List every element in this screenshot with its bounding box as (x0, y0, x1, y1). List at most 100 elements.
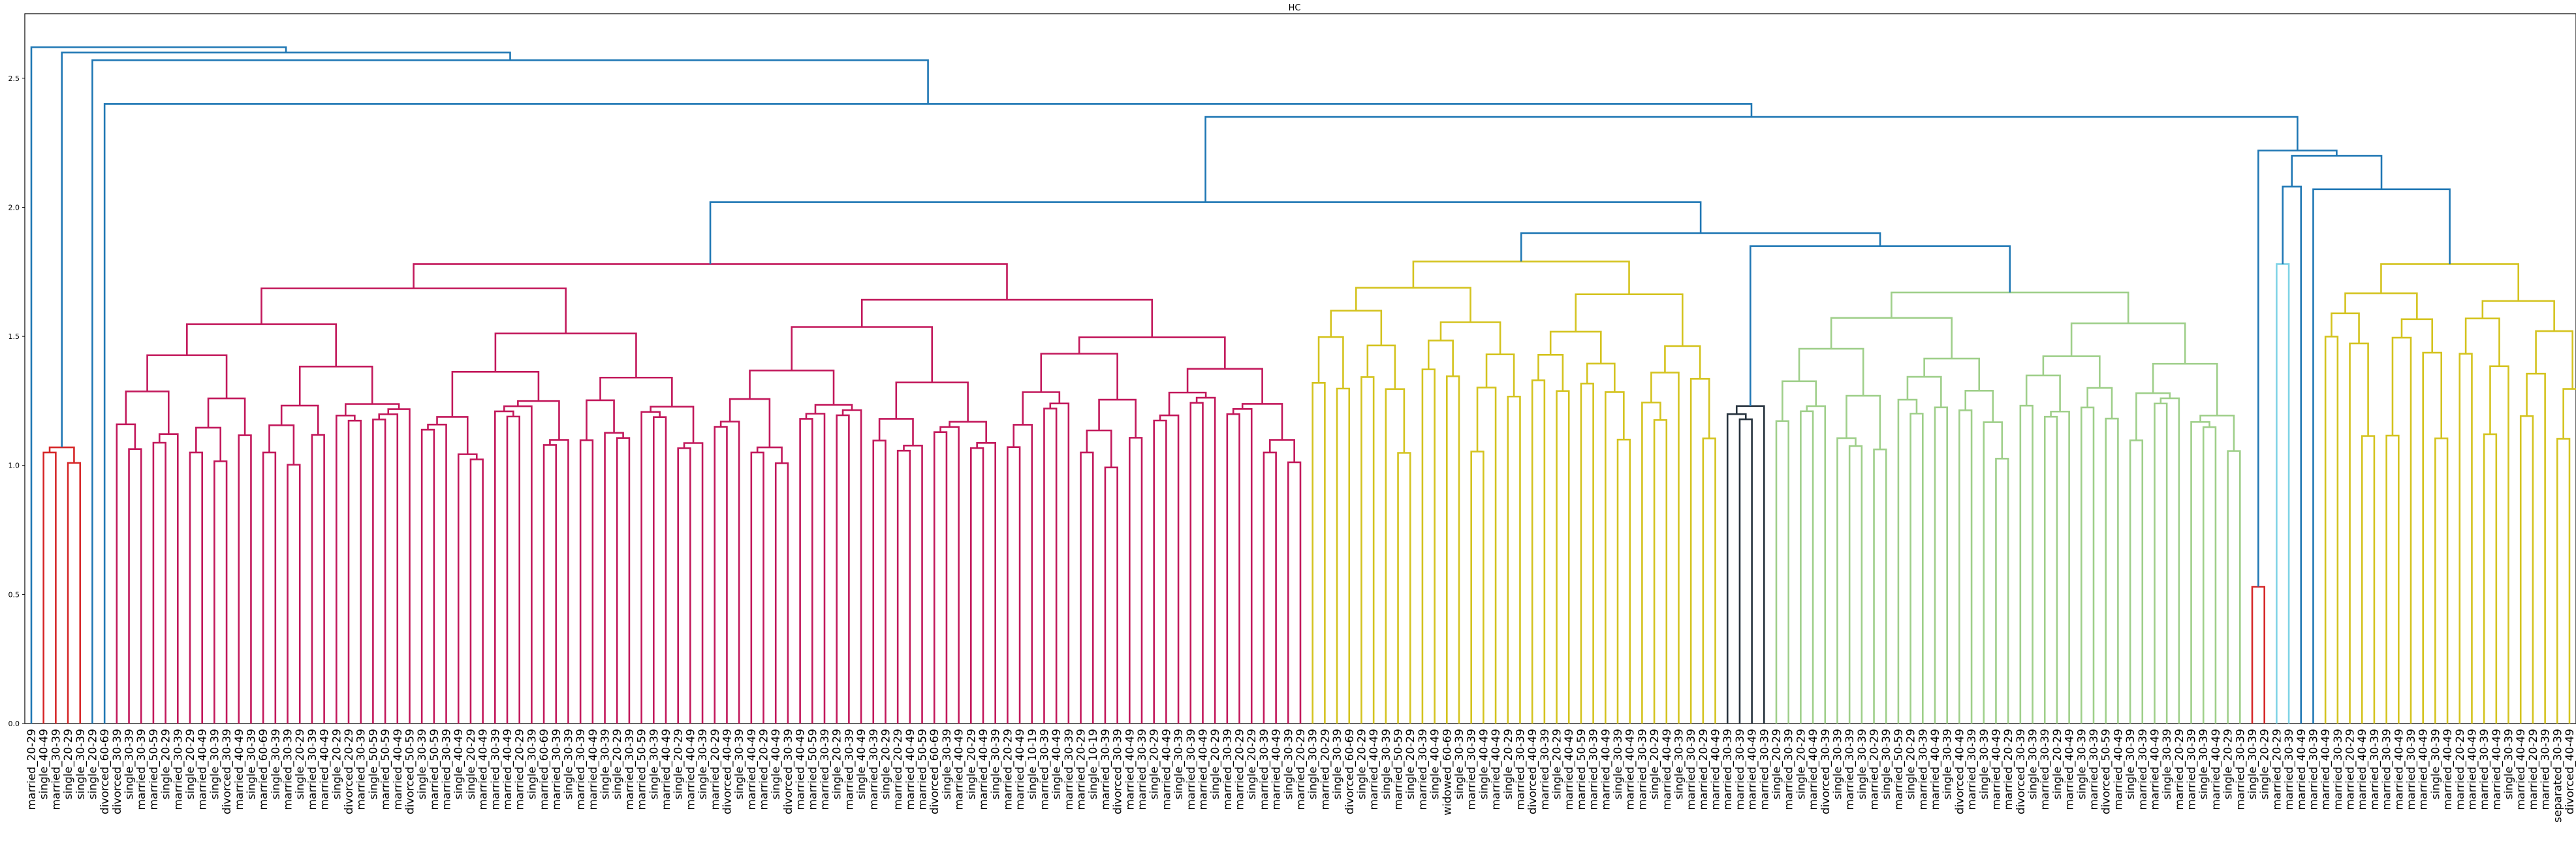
leaf-label: married_30-39 (489, 729, 502, 810)
leaf-label: married_30-39 (2405, 729, 2418, 810)
dendrogram-link (1775, 420, 1789, 724)
dendrogram-link-upper (103, 103, 1753, 724)
leaf-label: married_20-29 (2527, 729, 2540, 810)
leaf-label: married_20-29 (25, 729, 39, 810)
leaf-label: married_30-39 (50, 729, 63, 810)
leaf-label: single_30-39 (1282, 729, 1295, 799)
leaf-label: single_30-39 (2161, 729, 2174, 799)
dendrogram-link (2050, 410, 2070, 724)
leaf-label: married_30-39 (1844, 729, 1857, 810)
leaf-label: single_30-39 (1453, 729, 1466, 799)
dendrogram-link (2324, 336, 2339, 724)
dendrogram-link-upper (2282, 185, 2302, 724)
dendrogram-link (128, 448, 142, 724)
leaf-label: married_40-49 (2393, 729, 2406, 810)
leaf-label: single_30-39 (1612, 729, 1625, 799)
dendrogram-link (2519, 415, 2534, 724)
dendrogram-link (1537, 354, 1564, 391)
leaf-label: married_30-39 (1917, 729, 1930, 810)
leaf-label: single_20-29 (1209, 729, 1222, 799)
leaf-label: single_40-49 (452, 729, 465, 799)
dendrogram-link (436, 416, 469, 454)
leaf-label: married_40-49 (660, 729, 673, 810)
leaf-label: single_20-29 (1404, 729, 1417, 799)
leaf-label: divorced_60-69 (928, 729, 941, 814)
dendrogram-link (1336, 387, 1351, 724)
dendrogram-link (2042, 355, 2101, 389)
dendrogram-link (1226, 413, 1240, 724)
dendrogram-link (2385, 434, 2400, 724)
leaf-label: divorced_30-39 (111, 729, 124, 814)
dendrogram-link (836, 414, 850, 724)
dendrogram-link (1531, 379, 1546, 724)
leaf-label: married_40-49 (1270, 729, 1283, 810)
dendrogram-link (1964, 389, 1994, 422)
leaf-label: divorced_60-69 (99, 729, 112, 814)
dendrogram-link (616, 437, 631, 724)
leaf-label: single_20-29 (1551, 729, 1564, 799)
dendrogram-link (1800, 410, 1814, 724)
leaf-label: married_30-39 (172, 729, 185, 810)
leaf-label: married_30-39 (2137, 729, 2150, 810)
dendrogram-link (2349, 342, 2369, 724)
leaf-label: married_30-39 (1063, 729, 1076, 810)
dendrogram-link (729, 398, 771, 448)
dendrogram-link (2422, 351, 2443, 724)
dendrogram-link (1586, 362, 1616, 392)
leaf-label: married_40-49 (904, 729, 917, 810)
dendrogram-link (1616, 438, 1631, 724)
leaf-label: married_20-29 (2173, 729, 2186, 810)
leaf-label: single_30-39 (416, 729, 429, 799)
leaf-label: married_20-29 (892, 729, 905, 810)
dendrogram-link (1013, 424, 1033, 724)
leaf-label: single_30-39 (697, 729, 710, 799)
dendrogram-link-upper (61, 51, 511, 448)
leaf-label: married_40-49 (1490, 729, 1503, 810)
dendrogram-link (2105, 417, 2119, 724)
leaf-label: married_30-39 (1038, 729, 1051, 810)
leaf-label: single_10-19 (1026, 729, 1039, 799)
dendrogram-link (1159, 414, 1180, 724)
dendrogram-link (1549, 330, 1602, 364)
leaf-label: married_30-39 (1636, 729, 1649, 810)
leaf-label: married_30-39 (868, 729, 881, 810)
dendrogram-link (2361, 435, 2376, 724)
dendrogram-links (30, 46, 2576, 724)
leaf-label: married_30-39 (1685, 729, 1698, 810)
dendrogram-link (1129, 437, 1143, 724)
dendrogram-link (903, 444, 923, 724)
y-tick-label: 2.5 (8, 74, 20, 83)
dendrogram-link (280, 404, 319, 436)
leaf-label: married_50-59 (1392, 729, 1406, 810)
leaf-label: single_20-29 (62, 729, 75, 799)
leaf-label: married_30-39 (1099, 729, 1112, 810)
dendrogram-link-upper (2291, 155, 2383, 189)
dendrogram-link (2391, 336, 2412, 724)
dendrogram-link (878, 418, 914, 446)
dendrogram-link (2086, 387, 2113, 419)
leaf-label: single_40-49 (1477, 729, 1490, 799)
dendrogram-link (976, 442, 996, 724)
leaf-label: married_30-39 (306, 729, 319, 810)
leaf-label: single_20-29 (2259, 729, 2272, 799)
dendrogram-link (2199, 414, 2235, 451)
dendrogram-link (586, 399, 615, 441)
dendrogram-link (714, 426, 728, 724)
dendrogram-link (1650, 372, 1680, 724)
leaf-label: married_40-49 (1123, 729, 1137, 810)
leaf-label: divorced_40-49 (1526, 729, 1539, 814)
dendrogram-link (378, 413, 399, 724)
leaf-label: single_20-29 (672, 729, 685, 799)
leaf-label: single_30-39 (2429, 729, 2442, 799)
leaf-label: divorced_30-39 (1819, 729, 1832, 814)
leaf-label: married_50-59 (636, 729, 649, 810)
dendrogram-link (2344, 292, 2418, 319)
leaf-label: married_40-49 (1624, 729, 1637, 810)
leaf-label: single_30-39 (208, 729, 221, 799)
leaf-label: married_40-49 (501, 729, 514, 810)
leaf-label: married_30-39 (1136, 729, 1149, 810)
dendrogram-link (1846, 394, 1881, 450)
leaf-label: married_40-49 (2442, 729, 2455, 810)
leaf-label: married_40-49 (319, 729, 332, 810)
leaf-label: single_20-29 (2051, 729, 2064, 799)
